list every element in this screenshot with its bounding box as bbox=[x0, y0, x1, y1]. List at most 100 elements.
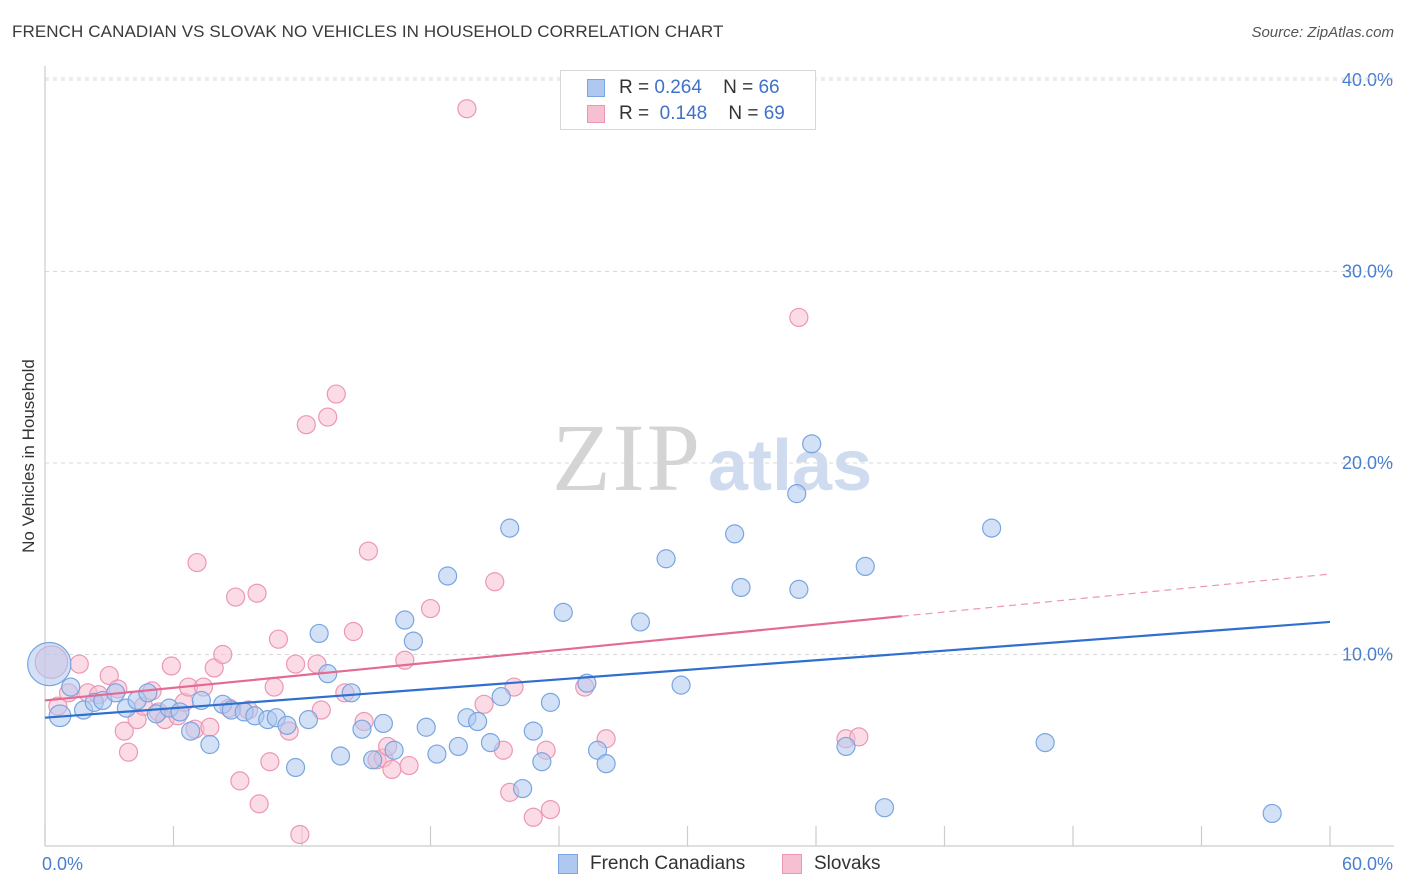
french-canadian-point bbox=[540, 692, 561, 712]
slovak-point bbox=[343, 621, 363, 642]
watermark-zip: ZIP bbox=[552, 404, 702, 511]
bottom-legend-label: Slovaks bbox=[814, 853, 881, 874]
slovak-point bbox=[296, 415, 316, 435]
french-canadian-point bbox=[27, 641, 72, 687]
slovak-point bbox=[249, 794, 269, 814]
slovak-point bbox=[118, 742, 139, 762]
slovak-point bbox=[268, 629, 289, 649]
french-canadian-point bbox=[500, 518, 520, 538]
bottom-legend-slovaks: Slovaks bbox=[782, 852, 881, 876]
stats-legend: R = 0.264 N = 66 R = 0.148 N = 69 bbox=[560, 70, 816, 130]
y-tick-label: 20.0% bbox=[1342, 453, 1393, 473]
y-tick-label: 40.0% bbox=[1342, 70, 1393, 90]
slovak-point bbox=[204, 658, 224, 678]
y-axis-label: No Vehicles in Household bbox=[19, 359, 38, 553]
french-canadian-point bbox=[630, 612, 650, 632]
french-canadian-point bbox=[491, 687, 511, 707]
french-canadian-point bbox=[468, 711, 488, 732]
slovak-point bbox=[789, 307, 809, 328]
french-canadian-point bbox=[1262, 803, 1282, 824]
slovak-point bbox=[318, 407, 338, 427]
slovak-point bbox=[311, 700, 331, 720]
french-canadian-point bbox=[656, 549, 676, 569]
french-canadian-point bbox=[352, 719, 372, 739]
french-canadian-point bbox=[200, 734, 220, 755]
french-canadian-point bbox=[789, 579, 809, 599]
french-canadian-point bbox=[874, 798, 895, 818]
french-canadian-point bbox=[725, 524, 745, 544]
french-canadian-point bbox=[330, 746, 351, 766]
french-canadian-point bbox=[523, 721, 543, 741]
slovak-point bbox=[849, 727, 869, 747]
french-canadian-point bbox=[363, 750, 383, 770]
legend-row-slovaks: R = 0.148 N = 69 bbox=[587, 102, 785, 126]
slovak-point bbox=[399, 755, 419, 776]
french-canadian-point bbox=[448, 736, 468, 757]
french-canadian-point bbox=[298, 710, 319, 730]
french-canadian-point bbox=[982, 518, 1002, 538]
x-tick-label: 0.0% bbox=[42, 854, 83, 874]
slovak-point bbox=[99, 665, 119, 686]
legend-n-label: N = bbox=[728, 103, 759, 124]
french-canadian-point bbox=[309, 623, 329, 644]
legend-r-label: R = bbox=[619, 77, 650, 98]
x-tick-label: 60.0% bbox=[1342, 854, 1393, 874]
legend-r-value: 0.264 bbox=[654, 77, 702, 98]
french-canadian-point bbox=[438, 566, 458, 586]
slovak-point bbox=[213, 644, 233, 665]
french-canadian-point bbox=[553, 602, 573, 622]
source-label: Source: ZipAtlas.com bbox=[1251, 24, 1394, 41]
french-canadian-point bbox=[384, 740, 404, 760]
legend-n-value: 66 bbox=[758, 77, 780, 98]
slovak-point bbox=[247, 583, 267, 603]
legend-swatch-blue bbox=[587, 79, 605, 97]
french-canadian-point bbox=[395, 610, 415, 630]
slovak-point bbox=[200, 717, 220, 737]
french-canadian-point bbox=[802, 434, 822, 454]
slovak-trendline-extension bbox=[901, 573, 1331, 617]
french-canadian-point bbox=[285, 757, 306, 778]
slovak-point bbox=[69, 654, 89, 674]
slovak-point bbox=[260, 752, 280, 772]
legend-n-value: 69 bbox=[763, 103, 785, 124]
french-canadian-point bbox=[403, 631, 423, 651]
legend-row-french-canadians: R = 0.264 N = 66 bbox=[587, 76, 780, 100]
slovak-point bbox=[485, 572, 505, 592]
slovak-point bbox=[114, 721, 134, 741]
y-tick-label: 10.0% bbox=[1342, 645, 1393, 665]
french-canadian-point bbox=[587, 740, 608, 760]
french-canadian-point bbox=[427, 744, 447, 764]
french-canadian-point bbox=[170, 702, 190, 722]
slovak-point bbox=[523, 807, 543, 827]
french-canadian-point bbox=[596, 754, 616, 774]
slovak-point bbox=[230, 771, 250, 791]
bottom-legend-french-canadians: French Canadians bbox=[558, 852, 745, 876]
french-canadian-point bbox=[671, 675, 691, 695]
slovak-point bbox=[226, 587, 246, 607]
slovak-point bbox=[382, 759, 402, 780]
french-canadian-trendline bbox=[44, 620, 1331, 719]
bottom-legend-swatch-blue bbox=[558, 854, 578, 874]
slovak-point bbox=[420, 598, 441, 619]
french-canadian-point bbox=[181, 721, 201, 741]
slovak-point bbox=[457, 99, 477, 119]
french-canadian-point bbox=[61, 677, 81, 697]
legend-swatch-pink bbox=[587, 105, 605, 123]
bottom-legend-swatch-pink bbox=[782, 854, 802, 874]
french-canadian-point bbox=[138, 683, 158, 703]
slovak-trendline bbox=[44, 615, 902, 702]
french-canadian-point bbox=[416, 717, 436, 737]
french-canadian-point bbox=[480, 732, 501, 753]
y-tick-label: 30.0% bbox=[1342, 262, 1393, 282]
french-canadian-point bbox=[341, 683, 361, 703]
french-canadian-point bbox=[512, 778, 533, 799]
french-canadian-point bbox=[277, 715, 297, 735]
french-canadian-point bbox=[787, 484, 807, 504]
slovak-point bbox=[540, 800, 561, 820]
bottom-legend-label: French Canadians bbox=[590, 853, 746, 874]
chart-title: FRENCH CANADIAN VS SLOVAK NO VEHICLES IN… bbox=[12, 22, 724, 41]
slovak-point bbox=[161, 656, 181, 676]
slovak-point bbox=[358, 541, 378, 561]
french-canadian-point bbox=[532, 752, 552, 772]
